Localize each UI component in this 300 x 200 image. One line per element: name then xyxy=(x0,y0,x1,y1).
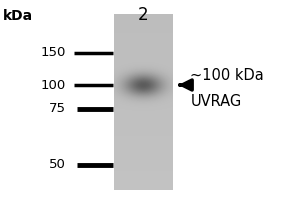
Text: ~100 kDa: ~100 kDa xyxy=(190,68,264,84)
Text: UVRAG: UVRAG xyxy=(190,95,242,110)
Text: 75: 75 xyxy=(49,102,66,116)
Text: kDa: kDa xyxy=(3,9,33,23)
Text: 150: 150 xyxy=(40,46,66,60)
Text: 100: 100 xyxy=(41,79,66,92)
Text: 50: 50 xyxy=(49,158,66,171)
Text: 2: 2 xyxy=(138,6,148,24)
